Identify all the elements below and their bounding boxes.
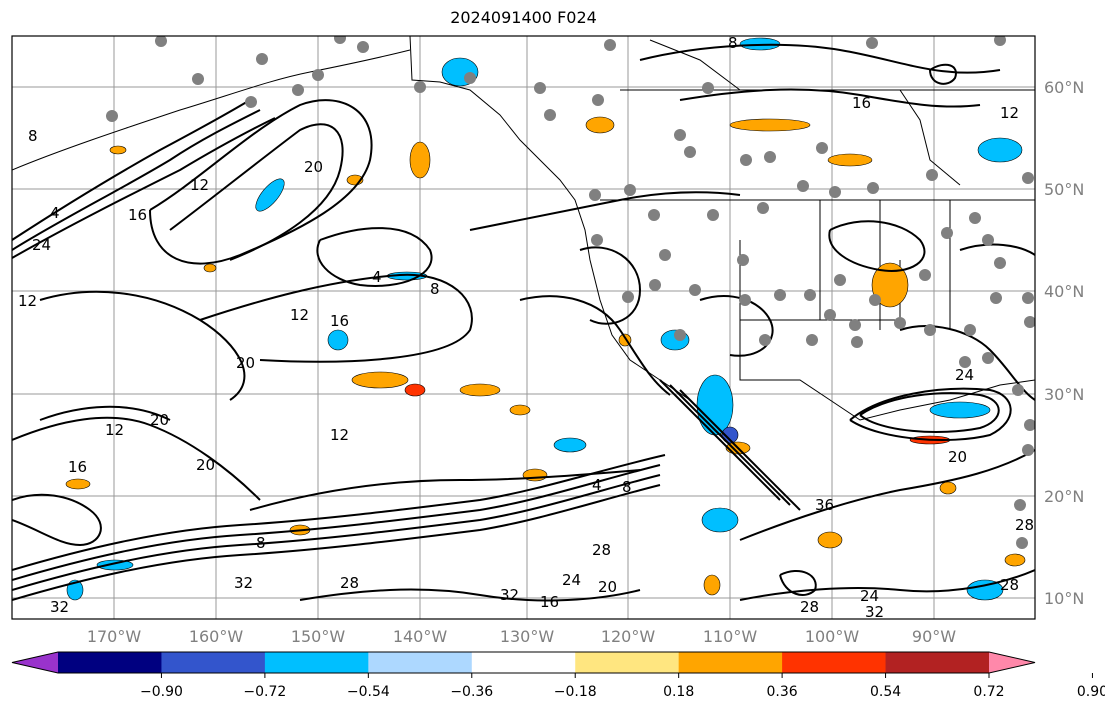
contour-label: 20: [196, 456, 215, 474]
contour-label: 28: [592, 541, 611, 559]
contour-label: 16: [68, 458, 87, 476]
contour-labels: 8 4 24 16 12 20 4 8 12 16 20 12 16 12 20…: [18, 34, 1034, 621]
station-markers: [106, 36, 1035, 549]
colorbar-tick-label: 0.36: [767, 684, 798, 700]
contour-label: 32: [234, 574, 253, 592]
contour-label: 4: [592, 476, 602, 494]
lon-label: 90°W: [912, 627, 956, 646]
colorbar-tick-label: −0.18: [554, 684, 597, 700]
contour-label: 8: [28, 127, 38, 145]
contour-label: 20: [948, 448, 967, 466]
colorbar-swatch: [678, 652, 783, 673]
contour-label: 36: [815, 496, 834, 514]
longitude-labels: 170°W 160°W 150°W 140°W 130°W 120°W 110°…: [87, 627, 956, 646]
lon-label: 140°W: [393, 627, 448, 646]
contour-label: 8: [622, 478, 632, 496]
contour-label: 24: [955, 366, 974, 384]
contour-label: 4: [372, 268, 382, 286]
colorbar-swatch: [58, 652, 162, 673]
colorbar-tick-label: −0.54: [347, 684, 390, 700]
contour-label: 24: [562, 571, 581, 589]
shaded-fields: [65, 37, 1026, 601]
lat-label: 30°N: [1044, 385, 1084, 404]
contour-label: 20: [150, 411, 169, 429]
colorbar-swatch: [264, 652, 369, 673]
contour-label: 12: [1000, 104, 1019, 122]
colorbar-swatch: [368, 652, 473, 673]
lat-label: 60°N: [1044, 78, 1084, 97]
lat-label: 50°N: [1044, 180, 1084, 199]
lon-label: 100°W: [805, 627, 860, 646]
lon-label: 130°W: [500, 627, 555, 646]
contour-label: 12: [105, 421, 124, 439]
colorbar-tick-label: 0.90: [1077, 684, 1105, 700]
map-title: 2024091400 F024: [450, 8, 597, 27]
contour-label: 12: [18, 292, 37, 310]
contour-label: 24: [32, 236, 51, 254]
colorbar-swatch: [471, 652, 576, 673]
contour-label: 20: [236, 354, 255, 372]
colorbar-swatch: [885, 652, 990, 673]
colorbar-tick-label: 0.72: [973, 684, 1004, 700]
contour-label: 4: [50, 204, 60, 222]
colorbar-tick-label: 0.18: [663, 684, 694, 700]
lat-label: 10°N: [1044, 589, 1084, 608]
contour-label: 16: [540, 593, 559, 611]
contour-label: 32: [865, 603, 884, 621]
lat-label: 40°N: [1044, 282, 1084, 301]
colorbar-outline: [11, 651, 1036, 674]
lon-label: 120°W: [601, 627, 656, 646]
contour-label: 8: [728, 34, 738, 52]
contour-label: 28: [1015, 516, 1034, 534]
contour-label: 20: [598, 578, 617, 596]
contour-label: 12: [190, 176, 209, 194]
lon-label: 150°W: [291, 627, 346, 646]
contour-label: 16: [128, 206, 147, 224]
contour-label: 8: [256, 534, 266, 552]
colorbar-tick-label: −0.36: [450, 684, 493, 700]
colorbar-swatch: [782, 652, 887, 673]
map-frame: [11, 35, 1036, 620]
latitude-labels: 60°N 50°N 40°N 30°N 20°N 10°N: [1044, 78, 1084, 608]
lon-label: 110°W: [703, 627, 758, 646]
contour-label: 12: [330, 426, 349, 444]
contour-label: 24: [860, 587, 879, 605]
contour-label: 32: [500, 586, 519, 604]
colorbar-swatch: [161, 652, 266, 673]
colorbar: −0.90 −0.72 −0.54 −0.36 −0.18 0.18 0.36 0.54 0.7…: [11, 651, 1105, 700]
lon-label: 170°W: [87, 627, 142, 646]
colorbar-extend-high: [989, 652, 1035, 673]
colorbar-tick-label: 0.54: [870, 684, 901, 700]
contour-label: 28: [800, 598, 819, 616]
lat-label: 20°N: [1044, 487, 1084, 506]
contour-label: 12: [290, 306, 309, 324]
contour-label: 28: [1000, 576, 1019, 594]
colorbar-extend-low: [12, 652, 58, 673]
contour-label: 16: [330, 312, 349, 330]
colorbar-tick-label: −0.90: [140, 684, 183, 700]
contour-label: 16: [852, 94, 871, 112]
graticule: [12, 36, 1035, 619]
colorbar-swatch: [575, 652, 680, 673]
contour-label: 8: [430, 280, 440, 298]
contour-label: 32: [50, 598, 69, 616]
lon-label: 160°W: [189, 627, 244, 646]
contour-label: 20: [304, 158, 323, 176]
contour-label: 28: [340, 574, 359, 592]
colorbar-tick-label: −0.72: [243, 684, 286, 700]
map-background: [12, 36, 1035, 619]
